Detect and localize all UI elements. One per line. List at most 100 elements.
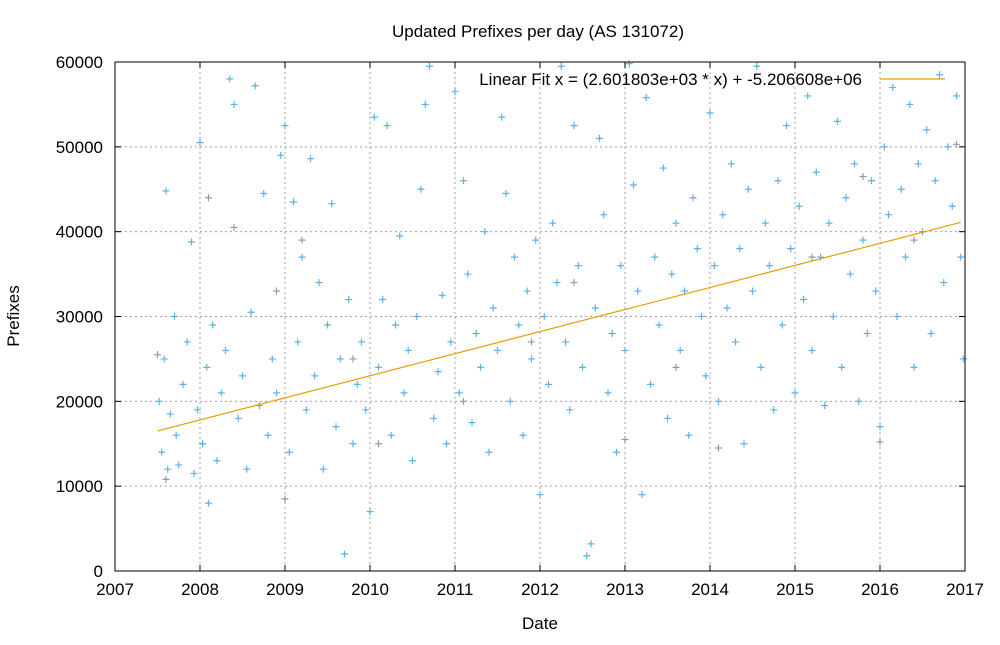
data-point-plus — [506, 397, 514, 405]
data-point-plus — [740, 440, 748, 448]
data-point-plus — [876, 423, 884, 431]
data-point-plus — [260, 189, 268, 197]
data-point-plus — [319, 465, 327, 473]
data-point-plus — [171, 313, 178, 320]
data-point-plus — [379, 296, 387, 304]
data-point-plus — [630, 181, 637, 189]
x-tick-label: 2017 — [946, 580, 984, 599]
plot-frame — [114, 61, 966, 572]
data-point-plus — [332, 423, 340, 431]
data-point-plus — [511, 253, 518, 261]
data-point-plus — [273, 389, 280, 397]
data-point-plus — [434, 368, 442, 376]
data-point-plus — [528, 355, 535, 363]
data-point-plus — [298, 236, 306, 244]
data-point-plus — [251, 82, 259, 90]
data-point-plus — [617, 262, 625, 270]
data-point-plus — [579, 363, 586, 371]
data-point-plus — [846, 270, 854, 278]
data-point-plus — [681, 287, 688, 295]
data-point-plus — [523, 287, 531, 295]
data-point-plus — [217, 389, 225, 397]
data-point-plus — [736, 245, 744, 253]
legend-fit-label: Linear Fit x = (2.601803e+03 * x) + -5.2… — [479, 70, 862, 89]
data-point-plus — [664, 414, 671, 422]
data-point-plus — [859, 173, 867, 181]
y-tick-label: 10000 — [56, 477, 103, 496]
data-point-plus — [868, 177, 875, 185]
data-point-plus — [205, 499, 212, 507]
data-point-plus — [855, 397, 863, 405]
data-point-plus — [160, 355, 168, 363]
data-point-plus — [336, 355, 344, 363]
data-point-plus — [315, 279, 323, 287]
data-point-plus — [443, 440, 450, 448]
data-point-plus — [164, 465, 172, 473]
data-point-plus — [358, 338, 365, 346]
x-tick-label: 2007 — [96, 580, 134, 599]
data-point-plus — [948, 202, 956, 210]
data-point-plus — [621, 436, 629, 444]
data-point-plus — [957, 253, 965, 261]
data-point-plus — [910, 236, 918, 244]
data-point-plus — [349, 440, 357, 448]
data-point-plus — [162, 187, 170, 195]
data-point-plus — [889, 83, 897, 91]
data-point-plus — [205, 194, 212, 202]
data-point-plus — [477, 363, 484, 371]
data-point-plus — [727, 160, 735, 168]
y-tick-label: 0 — [94, 562, 103, 581]
data-point-plus — [787, 245, 795, 253]
data-point-plus — [502, 189, 510, 197]
data-point-plus — [536, 491, 544, 499]
data-point-plus — [239, 372, 246, 380]
data-point-plus — [387, 431, 395, 439]
data-point-plus — [940, 279, 948, 287]
data-point-plus — [749, 287, 756, 295]
data-point-plus — [188, 238, 195, 246]
data-point-plus — [608, 329, 616, 337]
data-points — [154, 60, 967, 560]
data-point-plus — [345, 296, 353, 304]
data-point-plus — [464, 270, 472, 278]
data-point-plus — [838, 363, 846, 371]
data-point-plus — [489, 304, 497, 312]
x-tick-label: 2011 — [437, 580, 474, 599]
data-point-plus — [927, 329, 935, 337]
data-point-plus — [515, 321, 523, 329]
data-point-plus — [226, 75, 234, 83]
data-point-plus — [902, 253, 909, 261]
data-point-plus — [706, 109, 714, 117]
data-point-plus — [600, 211, 608, 219]
data-point-plus — [528, 338, 535, 346]
data-point-plus — [179, 380, 187, 388]
data-point-plus — [430, 414, 438, 422]
data-point-plus — [783, 122, 790, 130]
data-point-plus — [230, 223, 238, 231]
data-point-plus — [413, 313, 421, 320]
axis-ticks: 2007 2008 2009 2010 2011 2012 2013 2014 2015 2016… — [56, 53, 984, 599]
data-point-plus — [209, 321, 217, 329]
data-point-plus — [863, 329, 871, 337]
data-point-plus — [583, 552, 591, 560]
x-tick-label: 2016 — [861, 580, 899, 599]
x-axis-label: Date — [522, 614, 558, 633]
y-tick-label: 30000 — [56, 308, 103, 327]
x-tick-label: 2013 — [606, 580, 644, 599]
data-point-plus — [193, 406, 201, 414]
data-point-plus — [290, 198, 297, 206]
data-point-plus — [281, 122, 289, 130]
data-point-plus — [825, 219, 833, 227]
data-point-plus — [936, 71, 943, 79]
data-point-plus — [421, 100, 429, 108]
data-point-plus — [689, 194, 697, 202]
data-point-plus — [549, 219, 557, 227]
data-point-plus — [647, 380, 654, 388]
x-tick-label: 2008 — [181, 580, 219, 599]
data-point-plus — [638, 491, 646, 499]
data-point-plus — [897, 185, 905, 193]
data-point-plus — [753, 62, 761, 70]
data-point-plus — [800, 296, 807, 304]
data-point-plus — [370, 113, 378, 121]
data-point-plus — [277, 151, 285, 159]
